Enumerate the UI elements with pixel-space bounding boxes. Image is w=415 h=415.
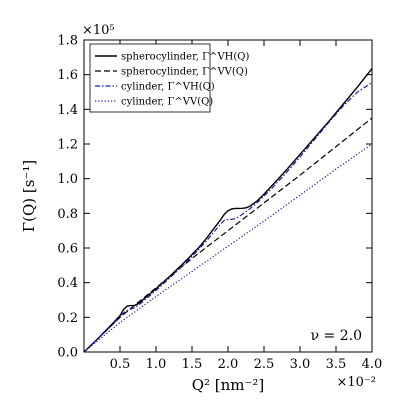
y-tick-label: 1.0 <box>57 172 78 187</box>
legend-label: cylinder, Γ^VH(Q) <box>121 82 215 93</box>
x-axis-label: Q² [nm⁻²] <box>192 376 265 394</box>
y-tick-label: 0.4 <box>57 276 78 291</box>
y-tick-label: 1.4 <box>57 103 78 118</box>
y-tick-label: 0.2 <box>57 311 78 326</box>
y-axis-label: Γ(Q) [s⁻¹] <box>20 160 38 233</box>
x-tick-label: 4.0 <box>362 357 383 372</box>
x-tick-label: 1.5 <box>182 357 203 372</box>
axis-labels: Q² [nm⁻²] Γ(Q) [s⁻¹] ×10⁻² ×10⁵ ν = 2.0 <box>20 23 376 394</box>
series-line-4 <box>83 143 373 353</box>
series-line-1 <box>83 68 373 353</box>
legend: spherocylinder, Γ^VH(Q) spherocylinder, Γ… <box>89 43 249 113</box>
axes: 0.5 1.0 1.5 2.0 2.5 3.0 3.5 4.0 0.0 0.2 0.4 0.6 0.8 1… <box>57 34 382 373</box>
legend-label: cylinder, Γ^VV(Q) <box>121 97 213 108</box>
y-tick-label: 1.6 <box>57 68 78 83</box>
y-tick-label: 0.8 <box>57 207 78 222</box>
x-tick-label: 0.5 <box>110 357 131 372</box>
x-tick-label: 2.5 <box>254 357 275 372</box>
nu-annotation: ν = 2.0 <box>311 328 362 344</box>
y-multiplier: ×10⁵ <box>82 23 115 38</box>
x-tick-label: 3.0 <box>290 357 311 372</box>
y-tick-label: 0.0 <box>57 346 78 361</box>
legend-label: spherocylinder, Γ^VH(Q) <box>121 52 249 63</box>
y-tick-label: 1.8 <box>57 34 78 49</box>
y-tick-label: 0.6 <box>57 242 78 257</box>
x-tick-label: 2.0 <box>218 357 239 372</box>
y-tick-label: 1.2 <box>57 138 78 153</box>
series-line-2 <box>83 117 373 353</box>
series-lines <box>83 68 373 353</box>
x-multiplier: ×10⁻² <box>336 375 376 390</box>
x-tick-label: 3.5 <box>326 357 347 372</box>
legend-label: spherocylinder, Γ^VV(Q) <box>121 67 248 78</box>
x-tick-label: 1.0 <box>146 357 167 372</box>
series-line-3 <box>83 81 373 353</box>
